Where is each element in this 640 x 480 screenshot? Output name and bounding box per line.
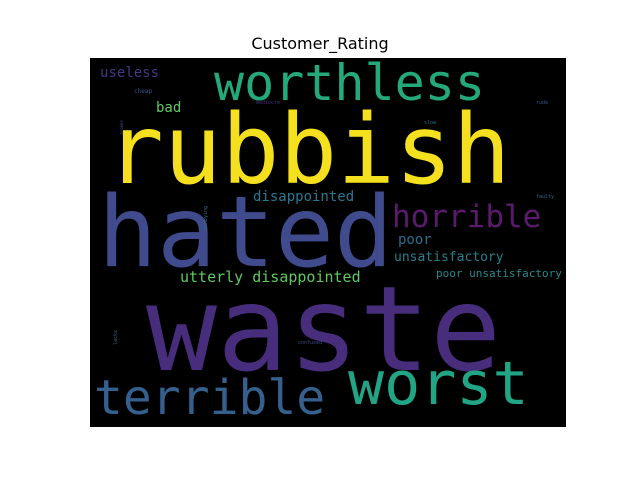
word-confused: confused (298, 340, 323, 346)
word-useless: useless (100, 65, 160, 81)
word-worst: worst (348, 349, 529, 419)
word-rubbish: rubbish (106, 94, 511, 206)
word-lacks: lacks (113, 330, 119, 346)
word-disappointed: disappointed (253, 189, 355, 205)
word-cloud-canvas: rubbish waste hated worthless worst terr… (90, 58, 566, 427)
word-poor: poor (398, 232, 432, 248)
word-slow: slow (424, 120, 437, 126)
word-poor-unsatisfactory: poor unsatisfactory (436, 267, 562, 280)
word-faulty: faulty (536, 194, 555, 200)
word-cheap: cheap (134, 88, 153, 95)
word-unsatisfactory: unsatisfactory (394, 250, 504, 265)
word-broken: broken (119, 120, 124, 135)
word-hated: hated (98, 176, 394, 290)
word-annoying: annoying (203, 206, 209, 231)
word-rude: rude (536, 100, 549, 106)
word-mediocre: mediocre (256, 100, 281, 106)
word-worthless: worthless (214, 58, 485, 112)
word-utterly-disappointed: utterly disappointed (180, 268, 361, 286)
word-bad: bad (156, 100, 182, 116)
word-waste: waste (146, 260, 502, 398)
chart-title: Customer_Rating (251, 34, 389, 53)
word-terrible: terrible (94, 370, 326, 426)
word-horrible: horrible (392, 199, 542, 235)
